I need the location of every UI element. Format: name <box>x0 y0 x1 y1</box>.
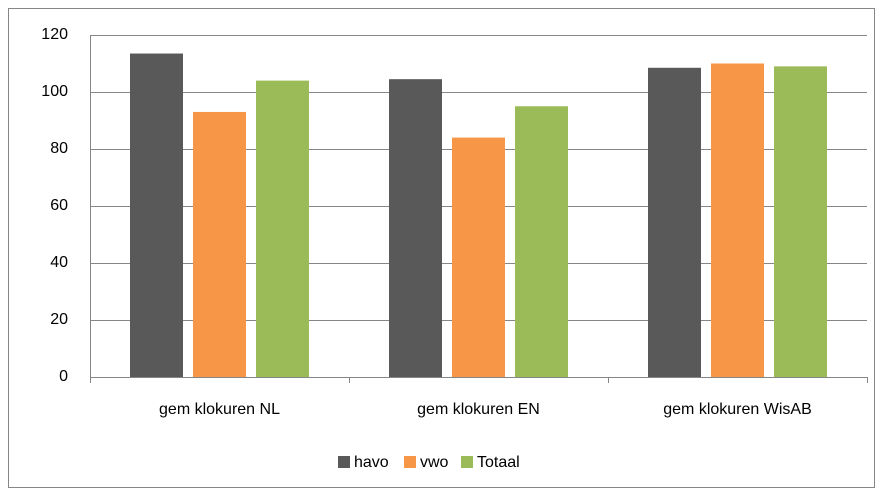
legend-swatch <box>404 456 416 468</box>
bar <box>515 106 568 377</box>
y-tick-label: 120 <box>41 26 68 43</box>
y-tick-label: 100 <box>41 83 68 100</box>
x-tick-label: gem klokuren NL <box>159 401 280 418</box>
bar <box>256 80 309 377</box>
y-tick-label: 20 <box>50 311 68 328</box>
bar <box>452 137 505 377</box>
y-tick-label: 60 <box>50 197 68 214</box>
bar <box>774 66 827 377</box>
y-tick-label: 0 <box>59 368 68 385</box>
bar <box>193 111 246 377</box>
y-tick-label: 80 <box>50 140 68 157</box>
legend-swatch <box>338 456 350 468</box>
x-tick-label: gem klokuren EN <box>417 401 540 418</box>
legend-label: vwo <box>420 454 449 471</box>
bar <box>711 63 764 377</box>
y-tick-label: 40 <box>50 254 68 271</box>
x-tick-label: gem klokuren WisAB <box>663 401 812 418</box>
legend-label: havo <box>354 454 389 471</box>
bar <box>130 53 183 378</box>
bar <box>648 67 701 378</box>
bar <box>389 79 442 378</box>
legend-swatch <box>461 456 473 468</box>
legend-label: Totaal <box>477 454 520 471</box>
